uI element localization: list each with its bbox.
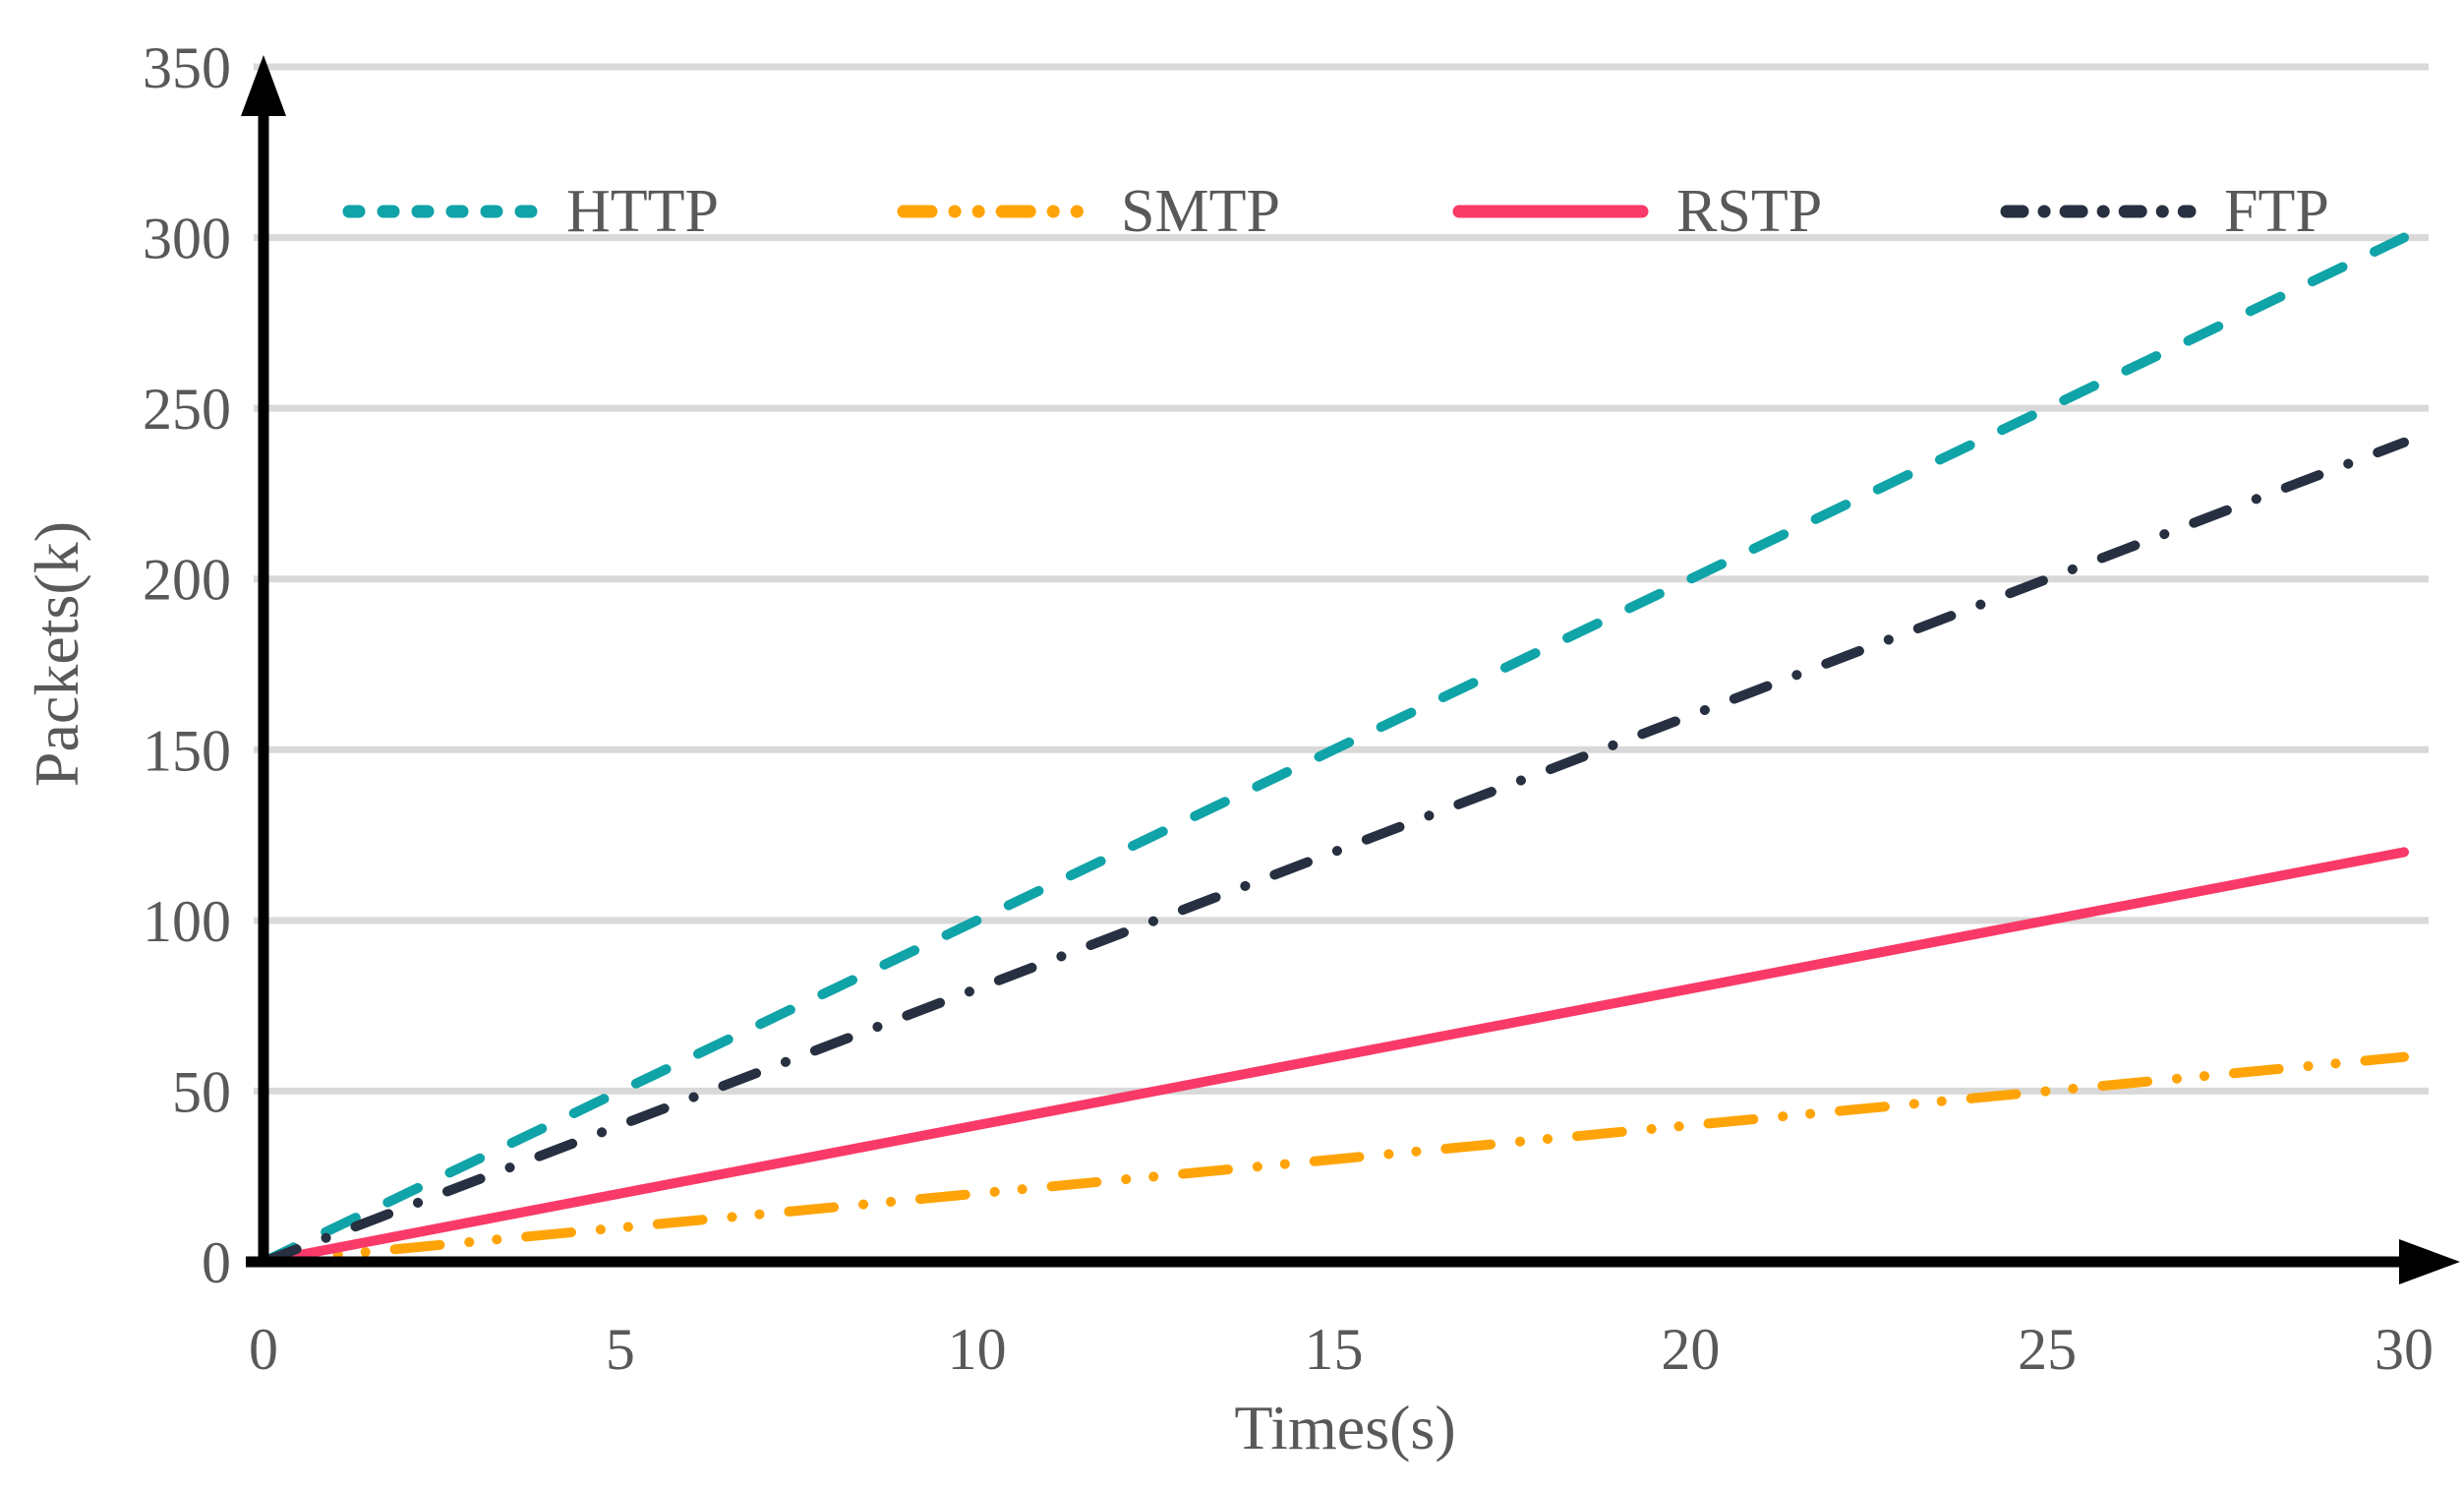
y-tick-label-150: 150 bbox=[143, 718, 231, 783]
y-tick-label-0: 0 bbox=[202, 1230, 231, 1295]
x-axis-title: Times(s) bbox=[1234, 1393, 1456, 1462]
x-tick-label-15: 15 bbox=[1305, 1317, 1364, 1382]
rstp-line-swatch-icon bbox=[1452, 205, 1649, 218]
y-axis-title: Packets(k) bbox=[22, 520, 91, 788]
y-tick-label-350: 350 bbox=[143, 35, 231, 100]
smtp-line-swatch-icon bbox=[897, 205, 1093, 218]
legend-item-smtp: SMTP bbox=[897, 173, 1280, 250]
y-tick-label-50: 50 bbox=[172, 1059, 231, 1124]
legend-item-http: HTTP bbox=[342, 173, 719, 250]
x-tick-label-10: 10 bbox=[948, 1317, 1007, 1382]
legend-label-http: HTTP bbox=[566, 178, 719, 245]
x-tick-label-5: 5 bbox=[606, 1317, 635, 1382]
y-tick-label-100: 100 bbox=[143, 889, 231, 954]
x-tick-label-0: 0 bbox=[249, 1317, 278, 1382]
series-line-smtp bbox=[259, 1051, 2409, 1267]
x-tick-label-30: 30 bbox=[2375, 1317, 2434, 1382]
x-tick-label-20: 20 bbox=[1661, 1317, 1720, 1382]
x-tick-label-25: 25 bbox=[2018, 1317, 2077, 1382]
y-axis-arrowhead-icon bbox=[241, 55, 286, 116]
legend-label-smtp: SMTP bbox=[1121, 178, 1280, 245]
legend-item-rstp: RSTP bbox=[1452, 173, 1822, 250]
y-tick-label-250: 250 bbox=[143, 377, 231, 442]
series-line-rstp bbox=[259, 847, 2409, 1267]
http-line-swatch-icon bbox=[342, 205, 539, 218]
y-tick-label-300: 300 bbox=[143, 207, 231, 271]
series-line-http bbox=[259, 232, 2409, 1267]
legend-label-rstp: RSTP bbox=[1676, 178, 1823, 245]
legend-item-ftp: FTP bbox=[2000, 173, 2329, 250]
series-line-ftp bbox=[259, 437, 2409, 1267]
ftp-line-swatch-icon bbox=[2000, 205, 2197, 218]
legend-label-ftp: FTP bbox=[2224, 178, 2329, 245]
y-tick-label-200: 200 bbox=[143, 548, 231, 613]
x-axis-arrowhead-icon bbox=[2399, 1239, 2460, 1284]
